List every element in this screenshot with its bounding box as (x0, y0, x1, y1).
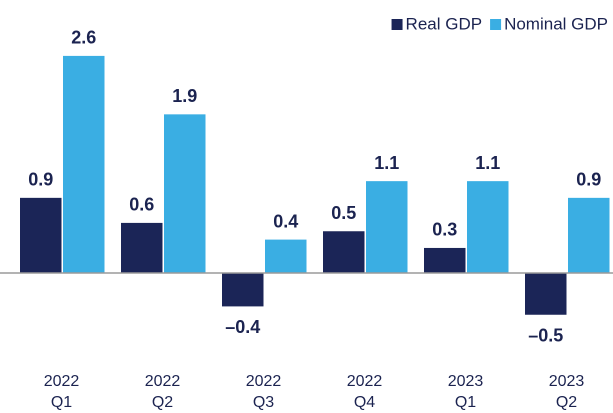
value-label: –0.5 (528, 326, 563, 346)
x-tick-label: 2023 Q1 (447, 373, 484, 411)
value-label: 0.6 (129, 195, 154, 215)
legend-label: Nominal GDP (504, 14, 608, 33)
bar (424, 247, 466, 273)
bar (63, 55, 105, 274)
value-label: 0.9 (576, 170, 601, 190)
value-label: 0.5 (331, 203, 356, 223)
value-label: 2.6 (71, 28, 96, 48)
value-label: 0.3 (432, 220, 457, 240)
bar (467, 181, 509, 273)
bar (222, 273, 264, 307)
bar (265, 239, 307, 273)
x-tick-label: 2022 Q3 (245, 373, 282, 411)
bar (568, 197, 610, 273)
legend-swatch (391, 19, 403, 30)
value-label: 1.9 (172, 86, 197, 106)
bar (366, 181, 408, 273)
bar (121, 222, 163, 273)
value-label: 0.9 (28, 170, 53, 190)
x-tick-label: 2022 Q1 (43, 373, 80, 411)
x-tick-label: 2022 Q2 (144, 373, 181, 411)
bar (323, 231, 365, 273)
bar (20, 197, 62, 273)
bar (525, 273, 567, 315)
value-label: 0.4 (273, 211, 298, 231)
bar (164, 114, 206, 273)
value-label: 1.1 (374, 153, 399, 173)
legend-label: Real GDP (406, 14, 483, 33)
value-label: –0.4 (225, 317, 260, 337)
x-tick-label: 2022 Q4 (346, 373, 383, 411)
value-label: 1.1 (475, 153, 500, 173)
x-tick-label: 2023 Q2 (548, 373, 585, 411)
legend-swatch (490, 19, 502, 30)
